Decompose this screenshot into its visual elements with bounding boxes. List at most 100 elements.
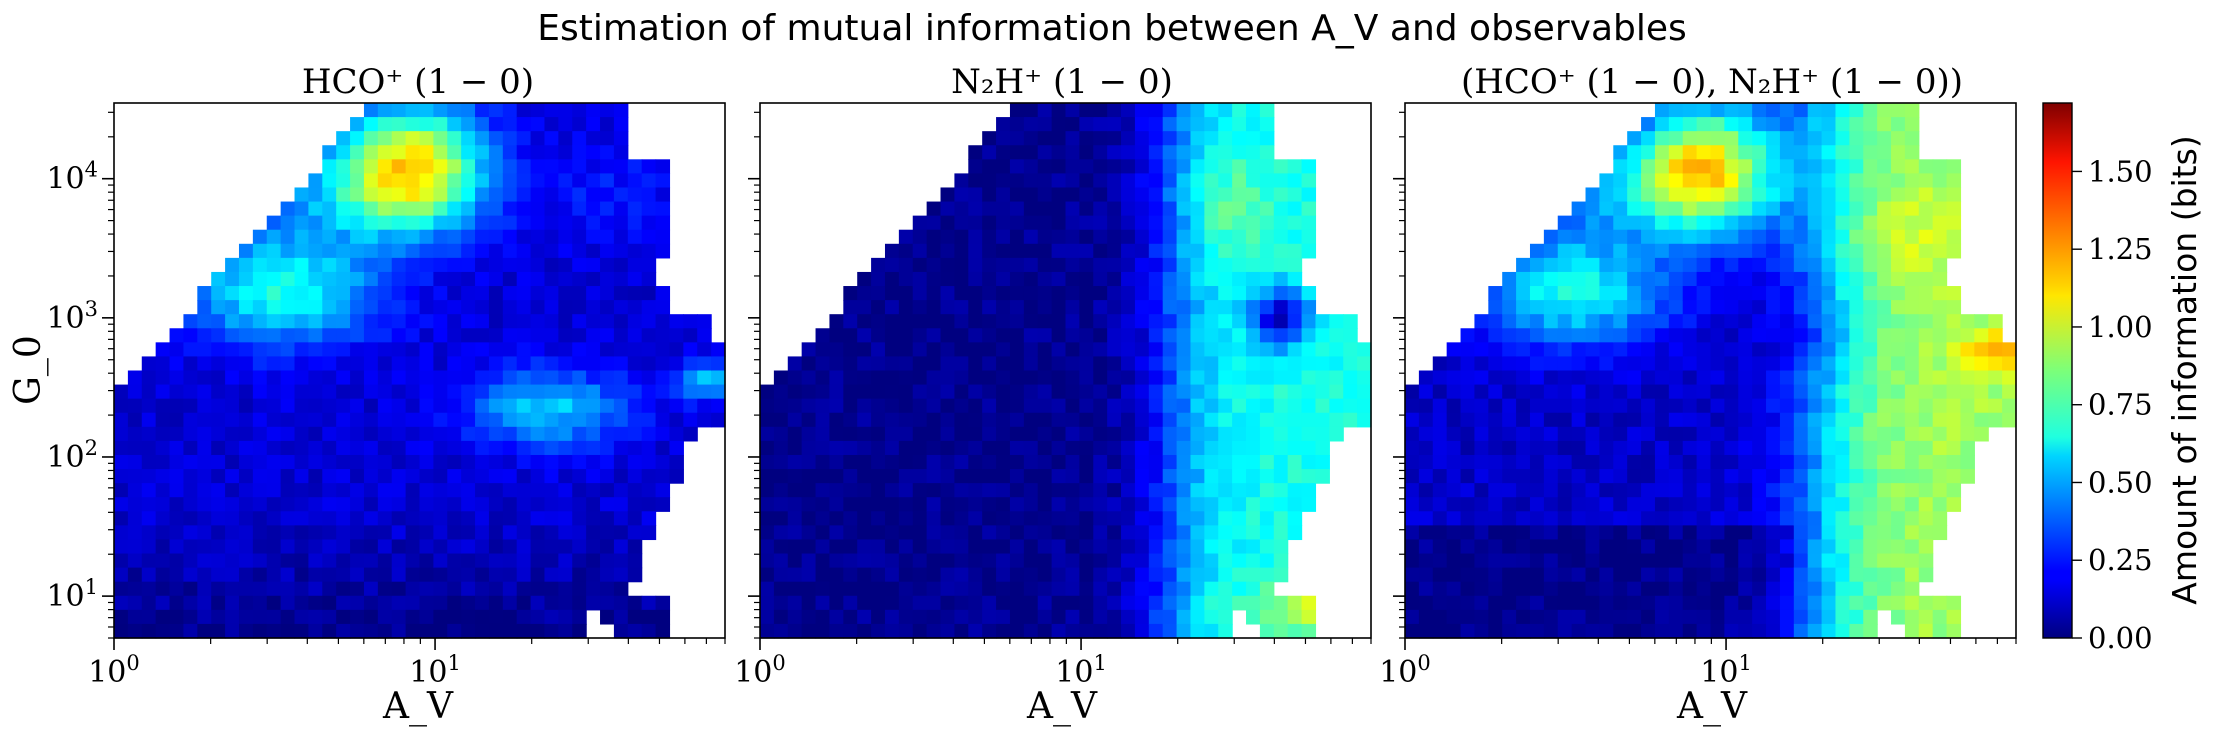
heatmap-cell [1627, 511, 1642, 526]
heatmap-cell [857, 328, 872, 343]
heatmap-cell [801, 581, 817, 597]
heatmap-cell [926, 356, 942, 372]
heatmap-cell [558, 440, 573, 456]
heatmap-cell [1613, 370, 1628, 386]
heatmap-cell [1835, 539, 1850, 555]
x-tick-label: 100 [734, 651, 786, 690]
heatmap-cell [572, 286, 587, 301]
heatmap-cell [1752, 454, 1767, 470]
heatmap-cell [1190, 497, 1205, 512]
heatmap-cell [586, 483, 601, 498]
heatmap-cell [1835, 243, 1850, 259]
heatmap-cell [1051, 497, 1067, 512]
heatmap-cell [773, 398, 789, 414]
heatmap-cell [1863, 595, 1878, 611]
heatmap-cell [1009, 328, 1025, 343]
heatmap-cell [502, 609, 518, 625]
heatmap-cell [600, 454, 615, 470]
heatmap-cell [1259, 117, 1275, 132]
heatmap-cell [1543, 609, 1559, 625]
heatmap-cell [843, 412, 858, 428]
heatmap-cell [350, 215, 365, 231]
heatmap-cell [322, 243, 337, 259]
heatmap-cell [954, 356, 969, 372]
heatmap-cell [197, 314, 212, 329]
heatmap-cell [447, 215, 462, 231]
heatmap-cell [1107, 609, 1122, 625]
heatmap-cell [586, 539, 601, 555]
heatmap-cell [1218, 595, 1233, 611]
heatmap-cell [488, 539, 504, 555]
heatmap-cell [884, 328, 900, 343]
heatmap-cell [926, 469, 942, 484]
heatmap-cell [1613, 567, 1628, 583]
heatmap-cell [1107, 440, 1122, 456]
heatmap-cell [1599, 300, 1614, 315]
heatmap-cell [1682, 187, 1698, 203]
heatmap-cell [1738, 187, 1753, 203]
heatmap-cell [1107, 384, 1122, 400]
heatmap-cell [697, 398, 712, 414]
heatmap-cell [280, 201, 296, 217]
heatmap-cell [669, 426, 684, 442]
heatmap-cell [843, 567, 858, 583]
heatmap-cell [1821, 384, 1837, 400]
heatmap-cell [1273, 440, 1289, 456]
heatmap-cell [996, 243, 1011, 259]
heatmap-cell [1273, 567, 1289, 583]
heatmap-cell [1516, 342, 1531, 358]
heatmap-cell [1682, 117, 1698, 132]
heatmap-cell [419, 469, 434, 484]
heatmap-cell [1779, 412, 1795, 428]
heatmap-cell [322, 581, 337, 597]
heatmap-cell [1474, 384, 1489, 400]
heatmap-cell [912, 623, 928, 639]
heatmap-cell [1218, 243, 1233, 259]
heatmap-cell [530, 215, 546, 231]
heatmap-cell [1301, 623, 1317, 639]
heatmap-cell [1682, 328, 1698, 343]
heatmap-cell [1405, 412, 1420, 428]
heatmap-cell [336, 257, 351, 273]
heatmap-cell [502, 384, 518, 400]
heatmap-cell [829, 581, 844, 597]
heatmap-cell [1932, 215, 1948, 231]
heatmap-cell [197, 328, 212, 343]
colorbar-tick-label: 0.25 [2088, 543, 2153, 577]
heatmap-cell [1460, 525, 1476, 541]
heatmap-cell [912, 257, 928, 273]
heatmap-cell [996, 229, 1011, 245]
heatmap-cell [1543, 384, 1559, 400]
heatmap-cell [600, 539, 615, 555]
heatmap-cell [1641, 539, 1656, 555]
heatmap-cell [586, 145, 601, 160]
heatmap-cell [1863, 469, 1878, 484]
heatmap-cell [641, 159, 657, 174]
heatmap-cell [1107, 469, 1122, 484]
heatmap-cell [350, 300, 365, 315]
heatmap-cell [1079, 454, 1094, 470]
heatmap-cell [641, 483, 657, 498]
heatmap-cell [1162, 145, 1178, 160]
heatmap-cell [1793, 469, 1809, 484]
heatmap-cell [1134, 440, 1150, 456]
heatmap-cell [252, 497, 268, 512]
heatmap-cell [1176, 384, 1192, 400]
heatmap-cell [1287, 440, 1303, 456]
heatmap-cell [1779, 539, 1795, 555]
heatmap-cell [940, 201, 956, 217]
heatmap-cell [475, 215, 490, 231]
heatmap-cell [1627, 469, 1642, 484]
heatmap-cell [1793, 187, 1809, 203]
heatmap-cell [1821, 159, 1837, 174]
heatmap-cell [1613, 483, 1628, 498]
heatmap-cell [1162, 412, 1178, 428]
heatmap-cell [488, 243, 504, 259]
heatmap-cell [787, 454, 803, 470]
heatmap-cell [968, 229, 983, 245]
heatmap-cell [1585, 370, 1601, 386]
heatmap-cell [405, 342, 421, 358]
heatmap-cell [1009, 426, 1025, 442]
heatmap-cell [843, 286, 858, 301]
heatmap-cell [1891, 412, 1906, 428]
